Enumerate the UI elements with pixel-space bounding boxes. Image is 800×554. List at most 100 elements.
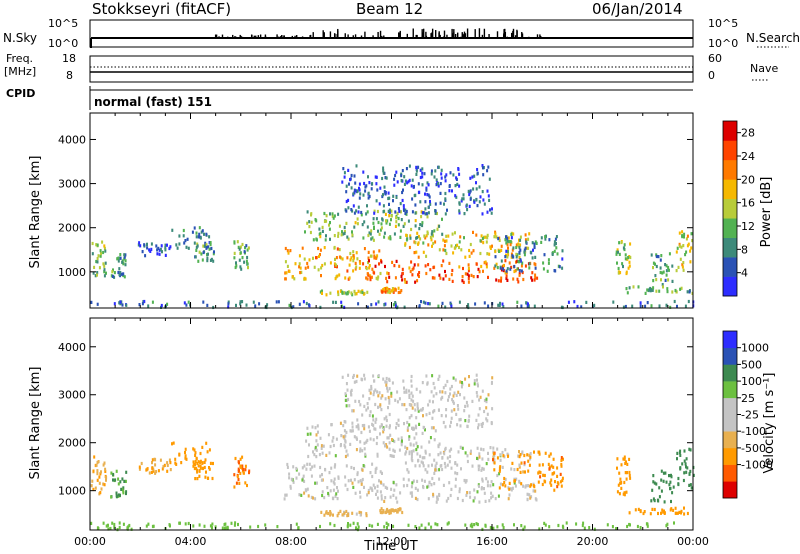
echo-cell <box>329 221 331 225</box>
echo-cell <box>98 475 101 479</box>
echo-cell <box>395 496 398 500</box>
echo-cell <box>483 398 486 403</box>
echo-cell <box>348 404 351 408</box>
echo-cell <box>662 270 665 274</box>
echo-cell <box>440 264 443 268</box>
echo-cell <box>324 468 327 472</box>
echo-cell <box>370 303 373 307</box>
echo-cell <box>365 440 368 444</box>
echo-cell <box>465 203 468 207</box>
echo-cell <box>209 241 212 245</box>
echo-cell <box>356 217 359 221</box>
echo-cell <box>683 232 686 236</box>
echo-cell <box>409 236 412 240</box>
echo-cell <box>366 225 369 229</box>
echo-cell <box>456 182 459 186</box>
echo-cell <box>459 445 462 449</box>
echo-cell <box>442 277 445 281</box>
echo-cell <box>522 484 525 488</box>
echo-cell <box>414 224 417 228</box>
echo-cell <box>377 374 380 378</box>
echo-cell <box>199 460 202 465</box>
echo-cell <box>185 457 188 461</box>
echo-cell <box>347 206 350 210</box>
echo-cell <box>333 465 336 469</box>
echo-cell <box>395 220 398 224</box>
echo-cell <box>533 278 536 282</box>
echo-cell <box>345 404 348 408</box>
echo-cell <box>397 286 400 290</box>
echo-cell <box>433 482 436 486</box>
echo-cell <box>442 248 445 252</box>
echo-cell <box>438 468 441 472</box>
echo-cell <box>660 254 663 258</box>
echo-cell <box>371 462 374 466</box>
echo-cell <box>382 377 385 381</box>
echo-cell <box>435 461 438 465</box>
echo-cell <box>615 252 618 256</box>
echo-cell <box>368 523 371 527</box>
echo-cell <box>169 468 172 472</box>
echo-cell <box>309 467 312 471</box>
echo-cell <box>423 479 426 483</box>
echo-cell <box>404 452 407 456</box>
echo-cell <box>508 481 511 485</box>
echo-cell <box>343 420 346 424</box>
echo-cell <box>332 497 335 501</box>
echo-cell <box>505 276 508 280</box>
echo-cell <box>103 274 106 278</box>
echo-cell <box>201 229 204 233</box>
echo-cell <box>317 430 319 434</box>
echo-cell <box>350 186 353 190</box>
echo-cell <box>550 478 553 482</box>
echo-cell <box>381 218 384 222</box>
echo-cell <box>233 240 236 244</box>
echo-cell <box>304 266 307 270</box>
echo-cell <box>417 255 420 259</box>
colorbar-swatch <box>723 364 737 382</box>
echo-cell <box>389 433 392 437</box>
echo-cell <box>472 275 475 279</box>
echo-cell <box>179 521 181 525</box>
echo-cell <box>652 480 655 484</box>
echo-cell <box>352 254 355 258</box>
echo-cell <box>376 484 379 488</box>
echo-cell <box>333 214 336 218</box>
echo-cell <box>469 189 472 193</box>
echo-cell <box>174 457 177 461</box>
echo-cell <box>444 465 447 469</box>
echo-cell <box>180 461 183 465</box>
echo-cell <box>424 449 427 453</box>
echo-cell <box>509 267 512 271</box>
echo-cell <box>469 242 472 247</box>
echo-cell <box>520 482 523 486</box>
echo-cell <box>367 491 370 495</box>
echo-cell <box>480 447 483 451</box>
echo-cell <box>239 457 242 461</box>
echo-cell <box>653 507 656 512</box>
echo-cell <box>410 414 413 418</box>
echo-cell <box>314 426 317 430</box>
echo-cell <box>622 457 625 461</box>
echo-cell <box>524 264 527 268</box>
echo-cell <box>388 426 391 430</box>
echo-cell <box>118 525 121 530</box>
velocity-colorbar-tick-label: 25 <box>741 392 755 405</box>
echo-cell <box>475 262 478 266</box>
echo-cell <box>487 393 490 397</box>
echo-cell <box>233 485 236 489</box>
echo-cell <box>384 302 387 306</box>
echo-cell <box>501 465 504 469</box>
echo-cell <box>226 525 229 529</box>
echo-cell <box>530 276 533 280</box>
echo-cell <box>491 207 493 211</box>
colorbar-swatch <box>723 414 737 432</box>
echo-cell <box>92 487 95 491</box>
echo-cell <box>368 264 371 268</box>
echo-cell <box>543 479 546 483</box>
echo-cell <box>349 429 352 433</box>
echo-cell <box>393 264 396 268</box>
echo-cell <box>310 495 313 499</box>
echo-cell <box>446 379 449 384</box>
echo-cell <box>351 230 353 234</box>
